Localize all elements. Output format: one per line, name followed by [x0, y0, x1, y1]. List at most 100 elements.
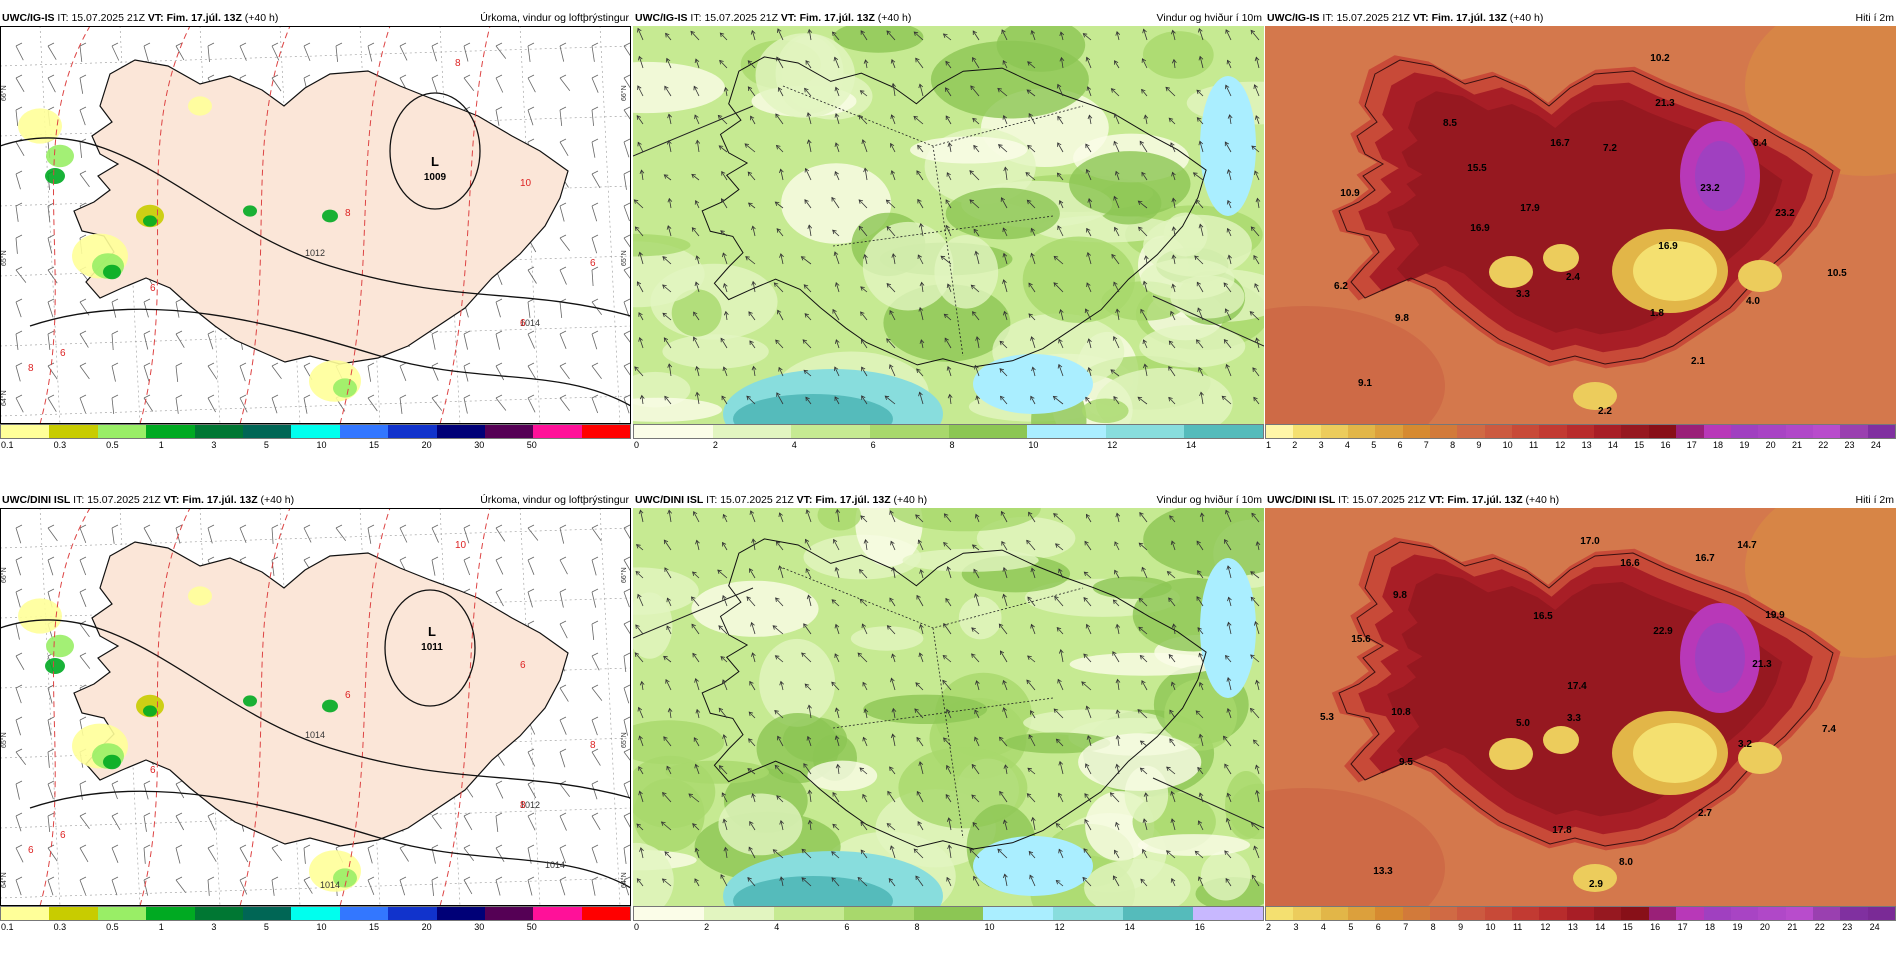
legend-swatch	[581, 425, 631, 438]
legend-tick: 21	[1787, 922, 1798, 932]
legend-tick: 1	[1266, 440, 1272, 450]
legend-tick: 12	[1540, 922, 1551, 932]
map-area[interactable]: L 1009 1012 1014 8 10 8 6 6 8 6 6 66°N 65°N 64°N 66°N 65…	[0, 26, 631, 424]
iceland-map[interactable]	[633, 26, 1264, 424]
legend-swatch	[1, 907, 50, 920]
legend-swatch	[1293, 425, 1321, 438]
legend-tick: 20	[421, 922, 432, 932]
legend-swatch	[97, 907, 147, 920]
lead-time: (+40 h)	[877, 12, 912, 24]
low-pressure-label: L	[431, 154, 439, 169]
iceland-map[interactable]: L 1009 1012 1014 8 10 8 6 6 8 6 6 66°N 65°N 64°N 66°N 65…	[0, 26, 631, 424]
model-name: UWC/DINI ISL	[2, 494, 71, 506]
map-area[interactable]: L 1011 1014 1012 1014 1014 10 6 6 6 8 6 6 8 66°N 65°N 64…	[0, 508, 631, 906]
panel-header: UWC/IG-IS IT: 15.07.2025 21Z VT: Fim. 17…	[635, 10, 1262, 26]
panel-title: Hiti í 2m	[1855, 12, 1894, 24]
latitude-label: 66°N	[620, 85, 628, 101]
legend-tick: 20	[421, 440, 432, 450]
legend-tick-labels: 0 2 4 6 8 10 12 14	[633, 439, 1264, 451]
temperature-value-label: 15.6	[1351, 634, 1371, 645]
legend-swatch	[1512, 425, 1540, 438]
legend-tick: 0.1	[1, 440, 14, 450]
iceland-map[interactable]: 14.7 17.0 16.6 16.7 19.9 9.8 16.5 15.6 22.9 21.3 1…	[1265, 508, 1896, 906]
iceland-map[interactable]: 10.2 8.5 15.5 10.9 16.9 17.9 16.7 7.2 21.3 8.4 23.…	[1265, 26, 1896, 424]
legend-swatch	[49, 425, 98, 438]
isobar-label: 1014	[305, 730, 325, 740]
map-area[interactable]	[633, 26, 1264, 424]
legend-swatch	[1193, 907, 1264, 920]
legend-swatch	[339, 907, 389, 920]
precip-panel: UWC/DINI ISL IT: 15.07.2025 21Z VT: Fim.…	[0, 492, 631, 954]
legend-tick: 30	[474, 440, 485, 450]
valid-time: Fim. 17.júl. 13Z	[182, 494, 258, 506]
legend-tick-labels: 0.1 0.3 0.5 1 3 5 10 15 20 30 50	[0, 439, 631, 451]
legend-tick: 22	[1818, 440, 1829, 450]
legend-tick: 3	[211, 440, 217, 450]
legend-tick: 10	[316, 922, 327, 932]
color-scale-legend: 0.1 0.3 0.5 1 3 5 10 15 20 30 50	[0, 906, 631, 936]
temperature-contour-label: 6	[60, 830, 66, 841]
low-pressure-value: 1011	[421, 642, 443, 653]
issue-time: 15.07.2025 21Z	[87, 494, 161, 506]
legend-tick: 50	[526, 922, 537, 932]
legend-tick: 50	[526, 440, 537, 450]
issue-time-label: IT:	[57, 12, 69, 24]
legend-tick: 10	[984, 922, 995, 932]
legend-swatch	[1375, 907, 1403, 920]
legend-tick	[578, 921, 631, 933]
panel-header: UWC/DINI ISL IT: 15.07.2025 21Z VT: Fim.…	[635, 492, 1262, 508]
legend-tick: 16	[1650, 922, 1661, 932]
isobar-label: 1014	[545, 860, 565, 870]
temp-panel: UWC/IG-IS IT: 15.07.2025 21Z VT: Fim. 17…	[1265, 10, 1896, 472]
legend-swatch	[533, 907, 582, 920]
legend-swatch	[339, 425, 389, 438]
temperature-contour-label: 6	[60, 348, 66, 359]
legend-swatch	[1594, 907, 1622, 920]
legend-tick: 24	[1869, 922, 1880, 932]
valid-time-label: VT:	[163, 494, 180, 506]
legend-tick-labels: 2 3 4 5 6 7 8 9 10 11 12 13 14 15 16 17 18 19 20 21 22 23 24	[1265, 921, 1896, 933]
model-name: UWC/DINI ISL	[635, 494, 704, 506]
issue-time: 15.07.2025 21Z	[71, 12, 145, 24]
map-area[interactable]	[633, 508, 1264, 906]
legend-swatch	[1457, 907, 1485, 920]
temperature-value-label: 22.9	[1653, 626, 1673, 637]
legend-tick: 16	[1194, 922, 1205, 932]
legend-swatch	[1867, 425, 1895, 438]
legend-swatch	[773, 907, 844, 920]
legend-tick: 3	[1318, 440, 1324, 450]
temperature-value-label: 17.9	[1520, 203, 1540, 214]
legend-tick: 14	[1186, 440, 1197, 450]
iceland-map[interactable]: L 1011 1014 1012 1014 1014 10 6 6 6 8 6 6 8 66°N 65°N 64…	[0, 508, 631, 906]
map-area[interactable]: 10.2 8.5 15.5 10.9 16.9 17.9 16.7 7.2 21.3 8.4 23.…	[1265, 26, 1896, 424]
legend-swatch	[1457, 425, 1485, 438]
legend-swatch	[1594, 425, 1622, 438]
legend-swatch	[1320, 425, 1349, 438]
legend-tick: 0.5	[106, 440, 119, 450]
temperature-value-label: 5.0	[1516, 718, 1530, 729]
wind-panel: UWC/IG-IS IT: 15.07.2025 21Z VT: Fim. 17…	[633, 10, 1264, 472]
legend-swatch	[1539, 907, 1567, 920]
legend-tick: 6	[1375, 922, 1381, 932]
legend-tick: 11	[1512, 922, 1523, 932]
issue-time: 15.07.2025 21Z	[720, 494, 794, 506]
lead-time: (+40 h)	[893, 494, 928, 506]
iceland-map[interactable]	[633, 508, 1264, 906]
temperature-value-label: 3.3	[1567, 713, 1581, 724]
legend-swatch	[1730, 907, 1759, 920]
temperature-value-label: 8.0	[1619, 857, 1633, 868]
legend-swatch	[1621, 425, 1649, 438]
map-area[interactable]: 14.7 17.0 16.6 16.7 19.9 9.8 16.5 15.6 22.9 21.3 1…	[1265, 508, 1896, 906]
temperature-value-label: 23.2	[1775, 208, 1795, 219]
valid-time: Fim. 17.júl. 13Z	[1431, 12, 1507, 24]
temperature-value-label: 15.5	[1467, 163, 1487, 174]
temperature-value-label: 16.9	[1658, 241, 1678, 252]
temperature-value-label: 9.8	[1395, 313, 1409, 324]
legend-tick: 6	[1397, 440, 1403, 450]
legend-tick: 10	[1028, 440, 1039, 450]
legend-swatch	[1320, 907, 1349, 920]
temperature-contour-label: 6	[28, 845, 34, 856]
legend-swatch	[291, 907, 340, 920]
legend-swatch	[712, 425, 792, 438]
temperature-value-label: 6.2	[1334, 281, 1348, 292]
